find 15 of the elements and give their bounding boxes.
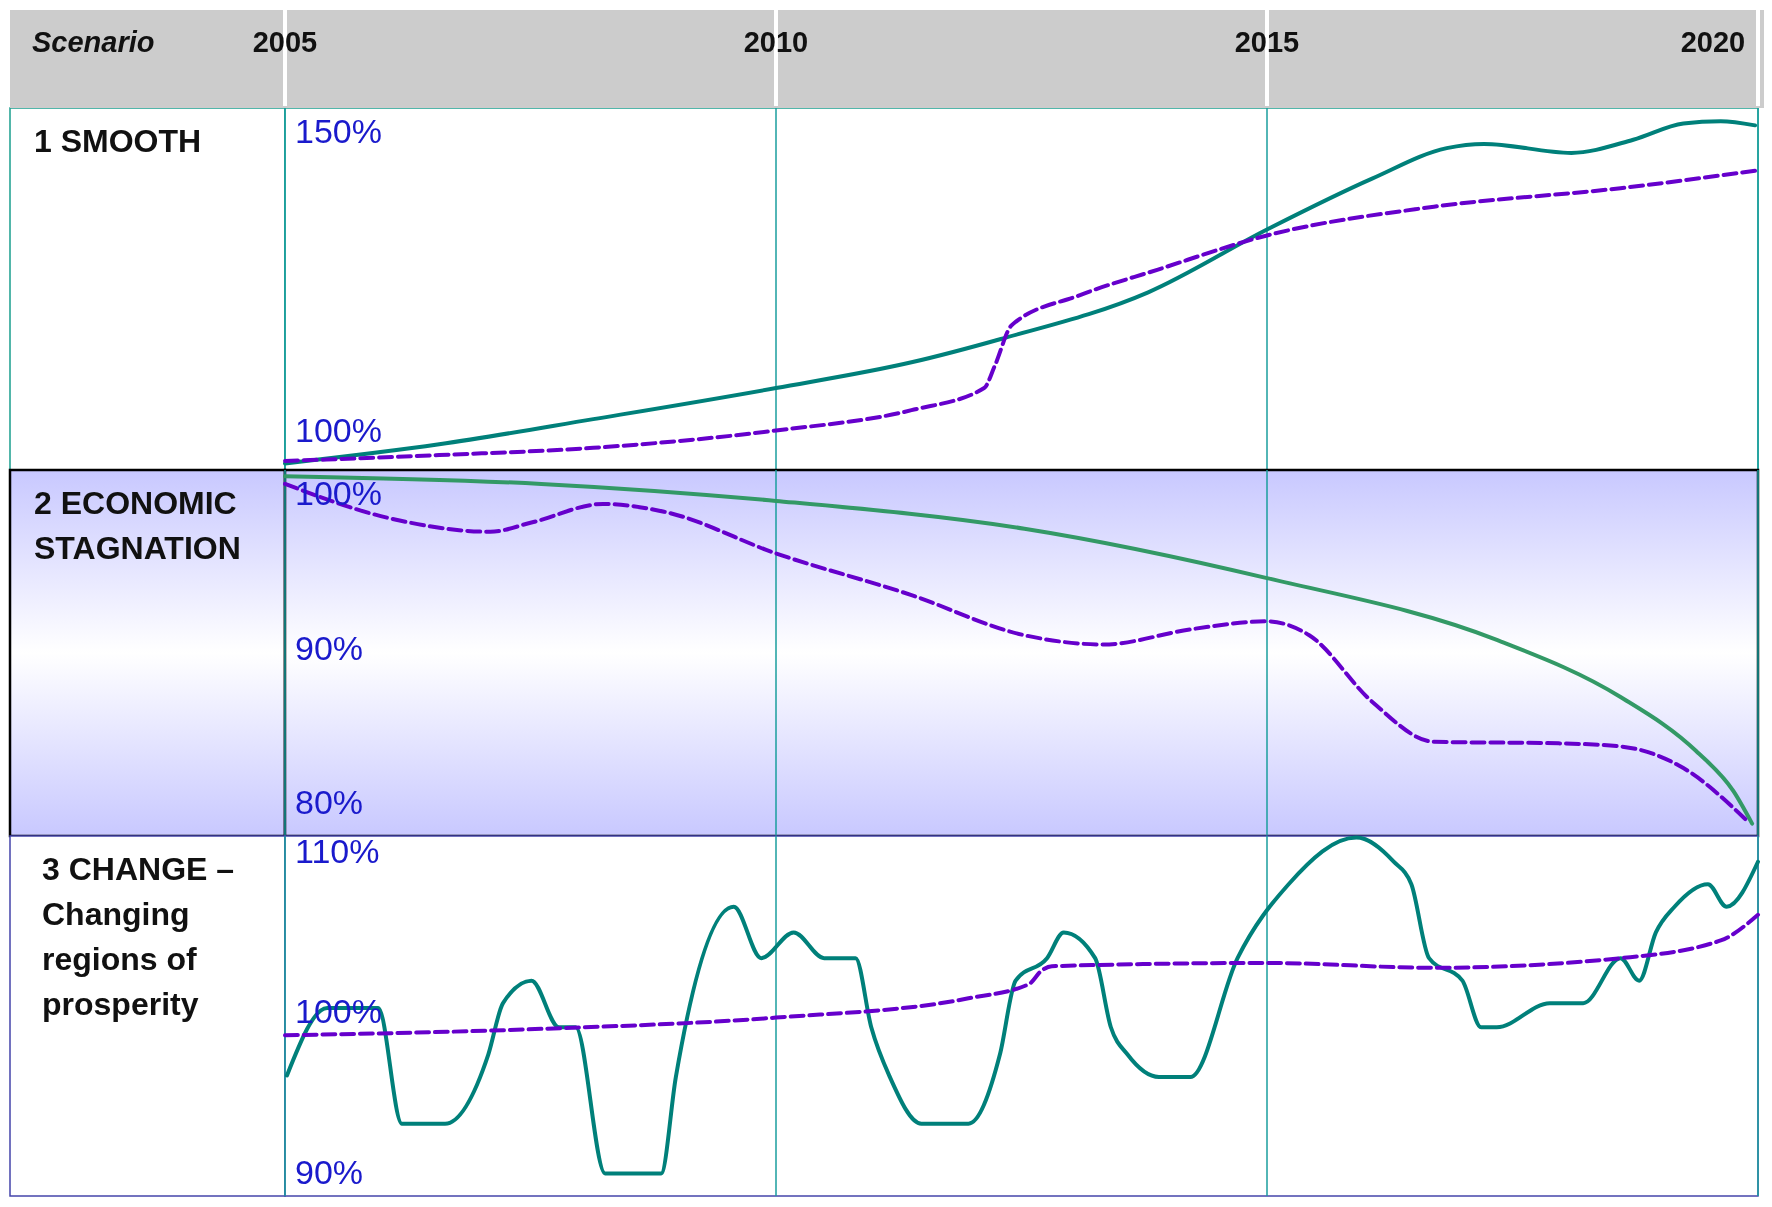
- text: 1 SMOOTH: [34, 123, 202, 159]
- y-tick-label: 100%: [295, 410, 382, 449]
- x-tick-label: 2020: [1680, 25, 1746, 58]
- text: 2 ECONOMIC STAGNATION: [34, 485, 241, 566]
- text: 3 CHANGE – Changing regions of prosperity: [42, 851, 235, 1022]
- y-tick-label: 90%: [295, 628, 364, 667]
- x-axis-title: Scenario: [32, 25, 155, 58]
- x-tick-label: 2015: [1234, 25, 1300, 58]
- y-tick-label: 110%: [295, 831, 380, 870]
- x-tick-label: 2010: [743, 25, 809, 58]
- y-tick-label: 90%: [295, 1153, 364, 1192]
- y-tick-label: 150%: [295, 111, 382, 150]
- x-tick-label: 2005: [252, 25, 318, 58]
- line-series: [283, 912, 1760, 1038]
- y-tick-label: 80%: [295, 783, 364, 822]
